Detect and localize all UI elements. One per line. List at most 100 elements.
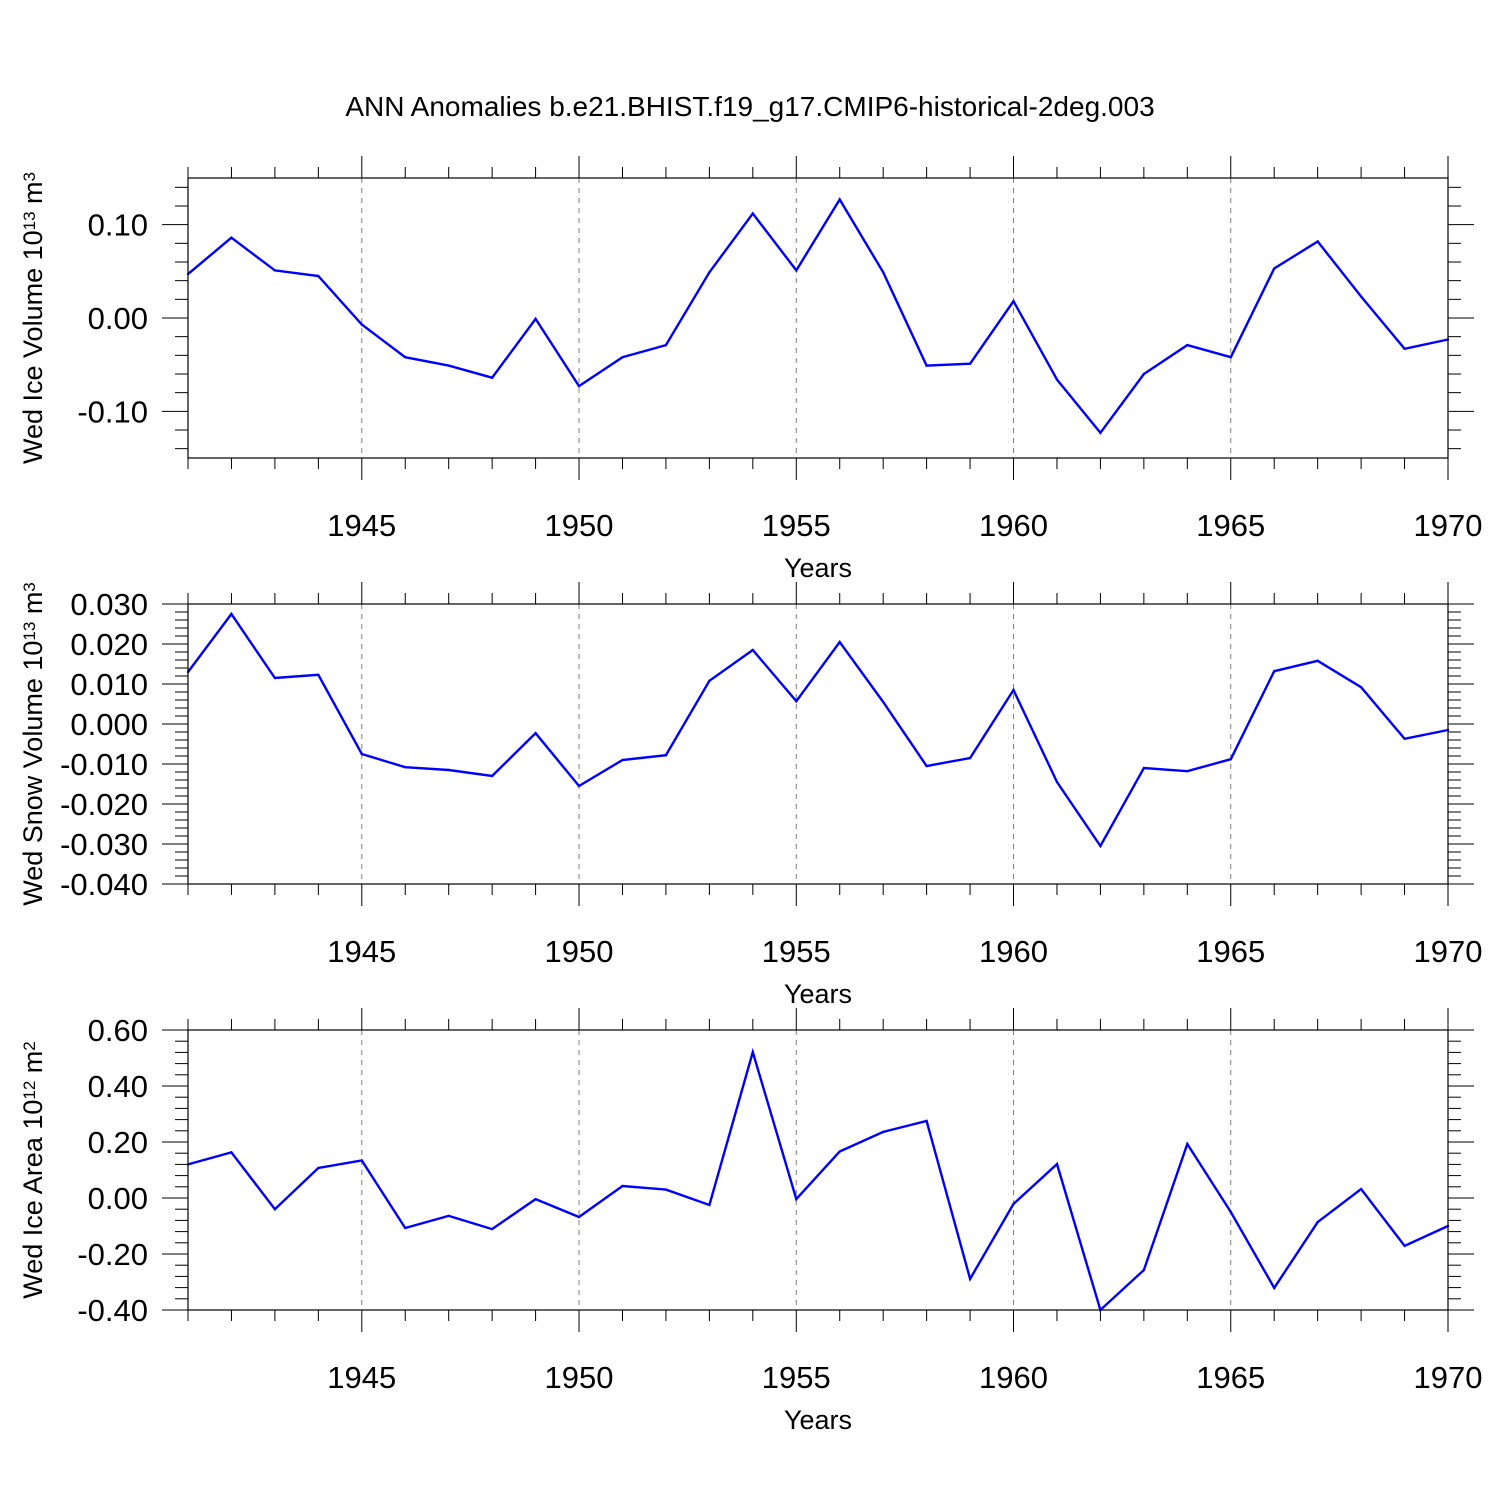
data-point (447, 364, 450, 367)
data-point (1099, 431, 1102, 434)
data-point (1012, 1202, 1015, 1206)
y-axis-label-text: Wed Ice Area 10 (18, 1100, 48, 1299)
data-point (751, 1050, 755, 1054)
x-tick-label: 1950 (545, 508, 614, 543)
data-point (1229, 1210, 1232, 1214)
data-point (1012, 688, 1015, 692)
data-point (1099, 844, 1102, 848)
data-point (838, 1150, 841, 1153)
y-axis-label-superscript: 3 (20, 582, 39, 591)
y-tick-label: 0.10 (88, 208, 148, 243)
data-point (230, 612, 233, 616)
y-axis-label-text: m (18, 592, 48, 622)
data-point (664, 343, 668, 347)
data-point (795, 700, 798, 703)
data-point (795, 269, 798, 272)
data-point (360, 1159, 363, 1162)
y-axis-label-superscript: 12 (20, 1081, 39, 1100)
data-point (751, 648, 755, 652)
data-point (534, 317, 537, 321)
data-line (187, 611, 1449, 849)
x-tick-label: 1965 (1196, 508, 1265, 543)
data-point (1055, 1162, 1059, 1166)
data-point (360, 323, 363, 326)
data-point (1229, 758, 1232, 761)
data-point (968, 756, 972, 760)
data-point (230, 1151, 233, 1154)
data-point (447, 1214, 450, 1218)
data-point (1359, 295, 1363, 298)
data-point (838, 640, 841, 644)
data-point (1142, 1268, 1146, 1272)
plot-frame (187, 603, 1449, 885)
y-tick-label: 0.010 (70, 667, 148, 702)
data-point (1273, 670, 1276, 673)
data-point (621, 356, 624, 359)
chart-panel-1: -0.10 0.00 0.10 1945 1950 1955 1960 1965 1970 Yea… (18, 156, 1482, 583)
data-point (1142, 372, 1146, 376)
x-tick-label: 1950 (545, 934, 614, 969)
data-line (187, 197, 1449, 435)
y-tick-label: 0.40 (88, 1069, 148, 1104)
y-axis-label-superscript: 3 (20, 172, 39, 181)
data-point (1186, 343, 1189, 347)
data-point (1316, 240, 1319, 243)
data-point (1403, 737, 1406, 740)
x-tick-label: 1960 (979, 1360, 1048, 1395)
data-point (577, 784, 581, 788)
data-point (534, 1197, 537, 1201)
data-point (881, 700, 885, 704)
data-point (317, 673, 320, 676)
y-tick-label: -0.40 (77, 1293, 148, 1328)
plot-frame (187, 1029, 1449, 1311)
data-point (925, 764, 928, 768)
x-tick-label: 1970 (1414, 1360, 1483, 1395)
data-point (795, 1197, 798, 1201)
data-point (273, 269, 277, 272)
x-tick-label: 1945 (327, 934, 396, 969)
data-point (708, 679, 711, 682)
chart-title: ANN Anomalies b.e21.BHIST.f19_g17.CMIP6-… (345, 91, 1154, 122)
y-tick-label: 0.20 (88, 1125, 148, 1160)
y-tick-label: 0.00 (88, 301, 148, 336)
data-point (317, 274, 320, 278)
data-point (404, 766, 407, 769)
data-line (187, 1047, 1449, 1313)
data-point (404, 1226, 407, 1230)
y-tick-label: -0.020 (60, 787, 148, 822)
data-point (838, 198, 841, 201)
data-point (360, 752, 363, 756)
data-point (621, 1184, 624, 1188)
x-tick-label: 1945 (327, 1360, 396, 1395)
y-axis-label-superscript: 13 (20, 211, 39, 230)
x-tick-label: 1965 (1196, 1360, 1265, 1395)
y-tick-label: -0.030 (60, 827, 148, 862)
x-tick-label: 1950 (545, 1360, 614, 1395)
y-axis-label: Wed Ice Volume 1013 m3 (18, 172, 48, 464)
x-tick-label: 1970 (1414, 508, 1483, 543)
data-point (1142, 766, 1146, 770)
y-axis-label-superscript: 13 (20, 622, 39, 641)
y-axis-label-text: Wed Snow Volume 10 (18, 641, 48, 906)
data-point (881, 271, 885, 274)
chart-panel-2: -0.040 -0.030 -0.020 -0.010 0.000 0.010 0.020 0… (18, 582, 1482, 1009)
y-axis-label: Wed Snow Volume 1013 m3 (18, 582, 48, 906)
data-point (664, 754, 668, 757)
y-tick-label: -0.010 (60, 747, 148, 782)
y-tick-label: -0.10 (77, 394, 148, 429)
data-point (447, 768, 450, 772)
data-point (1359, 686, 1363, 689)
data-point (1186, 770, 1189, 773)
x-tick-label: 1955 (762, 508, 831, 543)
data-point (1273, 1286, 1276, 1290)
y-tick-label: -0.040 (60, 867, 148, 902)
x-tick-label: 1955 (762, 934, 831, 969)
y-tick-label: 0.00 (88, 1181, 148, 1216)
data-point (1316, 1220, 1319, 1224)
data-point (708, 1203, 711, 1207)
y-tick-label: 0.020 (70, 627, 148, 662)
y-tick-label: 0.000 (70, 707, 148, 742)
data-point (1403, 347, 1406, 350)
y-tick-label: -0.20 (77, 1237, 148, 1272)
